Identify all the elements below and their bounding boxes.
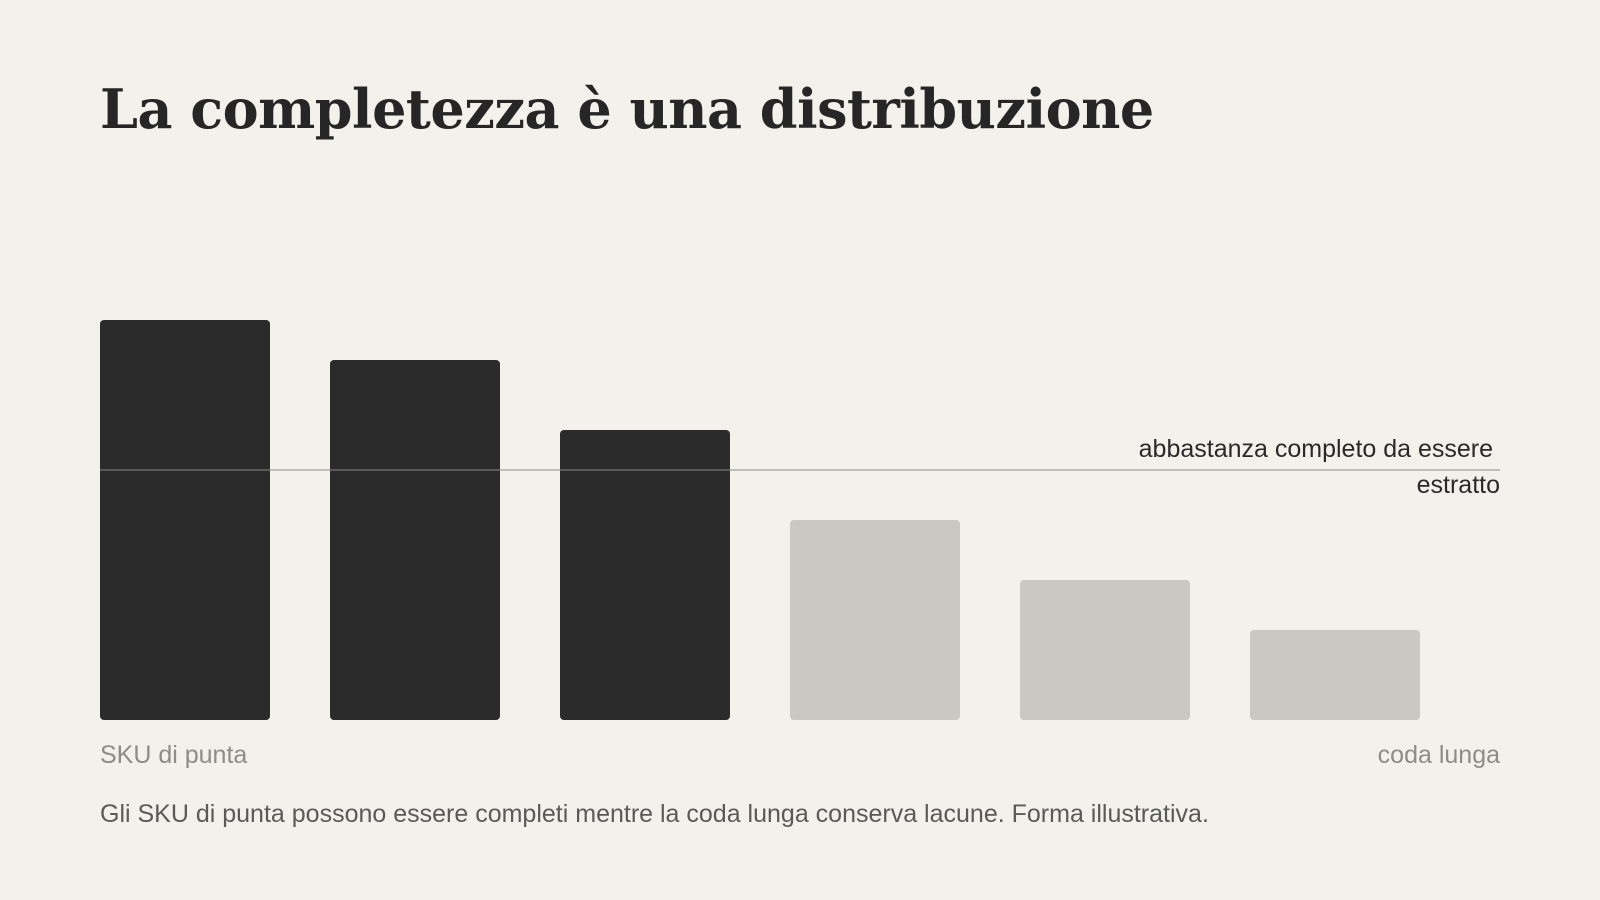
bar-4: [790, 520, 960, 720]
bar-2: [330, 360, 500, 720]
bar-5: [1020, 580, 1190, 720]
threshold-label-line-1: abbastanza completo da essere: [1139, 435, 1493, 463]
threshold-label: abbastanza completo da essere estratto: [1139, 435, 1500, 499]
chart-caption: Gli SKU di punta possono essere completi…: [100, 800, 1209, 828]
bars-group: [100, 320, 1420, 720]
bar-6: [1250, 630, 1420, 720]
axis-end-label: coda lunga: [1378, 741, 1500, 769]
bar-1: [100, 320, 270, 720]
bar-3: [560, 430, 730, 720]
axis-start-label: SKU di punta: [100, 741, 247, 769]
chart-title: La completezza è una distribuzione: [100, 77, 1154, 141]
threshold-label-line-2: estratto: [1417, 471, 1500, 499]
